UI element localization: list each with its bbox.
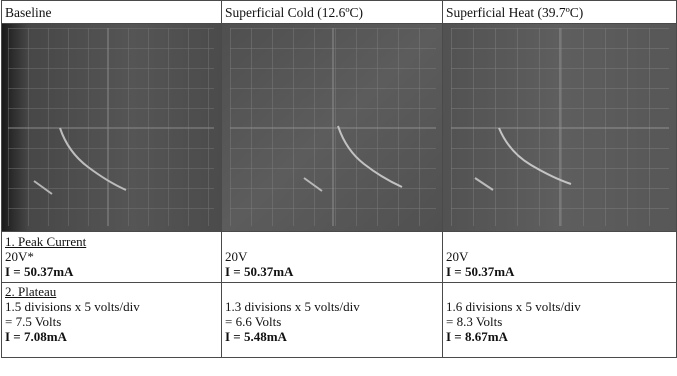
oscilloscope-trace-heat <box>443 24 676 231</box>
plateau-current: I = 5.48mA <box>225 329 287 344</box>
peak-current-baseline: 1. Peak Current 20V* I = 50.37mA <box>1 231 222 283</box>
plateau-volts: = 7.5 Volts <box>5 314 62 329</box>
peak-voltage: 20V <box>446 249 469 264</box>
header-superficial-cold: Superficial Cold (12.6ºC) <box>221 0 443 24</box>
peak-current-value: I = 50.37mA <box>446 264 515 279</box>
oscilloscope-row <box>1 23 677 232</box>
oscilloscope-heat <box>442 23 677 232</box>
results-table: Baseline Superficial Cold (12.6ºC) Super… <box>1 0 677 358</box>
plateau-row: 2. Plateau 1.5 divisions x 5 volts/div =… <box>1 282 677 358</box>
oscilloscope-cold <box>221 23 443 232</box>
plateau-volts: = 8.3 Volts <box>446 314 503 329</box>
peak-current-heat: 20V I = 50.37mA <box>442 231 677 283</box>
plateau-divisions: 1.5 divisions x 5 volts/div <box>5 299 140 314</box>
peak-current-value: I = 50.37mA <box>5 264 74 279</box>
oscilloscope-baseline <box>1 23 222 232</box>
plateau-divisions: 1.6 divisions x 5 volts/div <box>446 299 581 314</box>
peak-current-value: I = 50.37mA <box>225 264 294 279</box>
peak-voltage: 20V* <box>5 249 34 264</box>
plateau-divisions: 1.3 divisions x 5 volts/div <box>225 299 360 314</box>
header-superficial-heat: Superficial Heat (39.7ºC) <box>442 0 677 24</box>
plateau-heat: 1.6 divisions x 5 volts/div = 8.3 Volts … <box>442 282 677 358</box>
peak-voltage: 20V <box>225 249 248 264</box>
header-baseline: Baseline <box>1 0 222 24</box>
peak-current-row: 1. Peak Current 20V* I = 50.37mA 20V I =… <box>1 231 677 283</box>
oscilloscope-trace-cold <box>222 24 442 231</box>
plateau-cold: 1.3 divisions x 5 volts/div = 6.6 Volts … <box>221 282 443 358</box>
plateau-volts: = 6.6 Volts <box>225 314 282 329</box>
peak-current-cold: 20V I = 50.37mA <box>221 231 443 283</box>
plateau-current: I = 7.08mA <box>5 329 67 344</box>
oscilloscope-trace-baseline <box>2 24 221 231</box>
plateau-baseline: 2. Plateau 1.5 divisions x 5 volts/div =… <box>1 282 222 358</box>
header-row: Baseline Superficial Cold (12.6ºC) Super… <box>1 0 677 24</box>
peak-current-title: 1. Peak Current <box>5 234 87 249</box>
plateau-title: 2. Plateau <box>5 284 57 299</box>
plateau-current: I = 8.67mA <box>446 329 508 344</box>
